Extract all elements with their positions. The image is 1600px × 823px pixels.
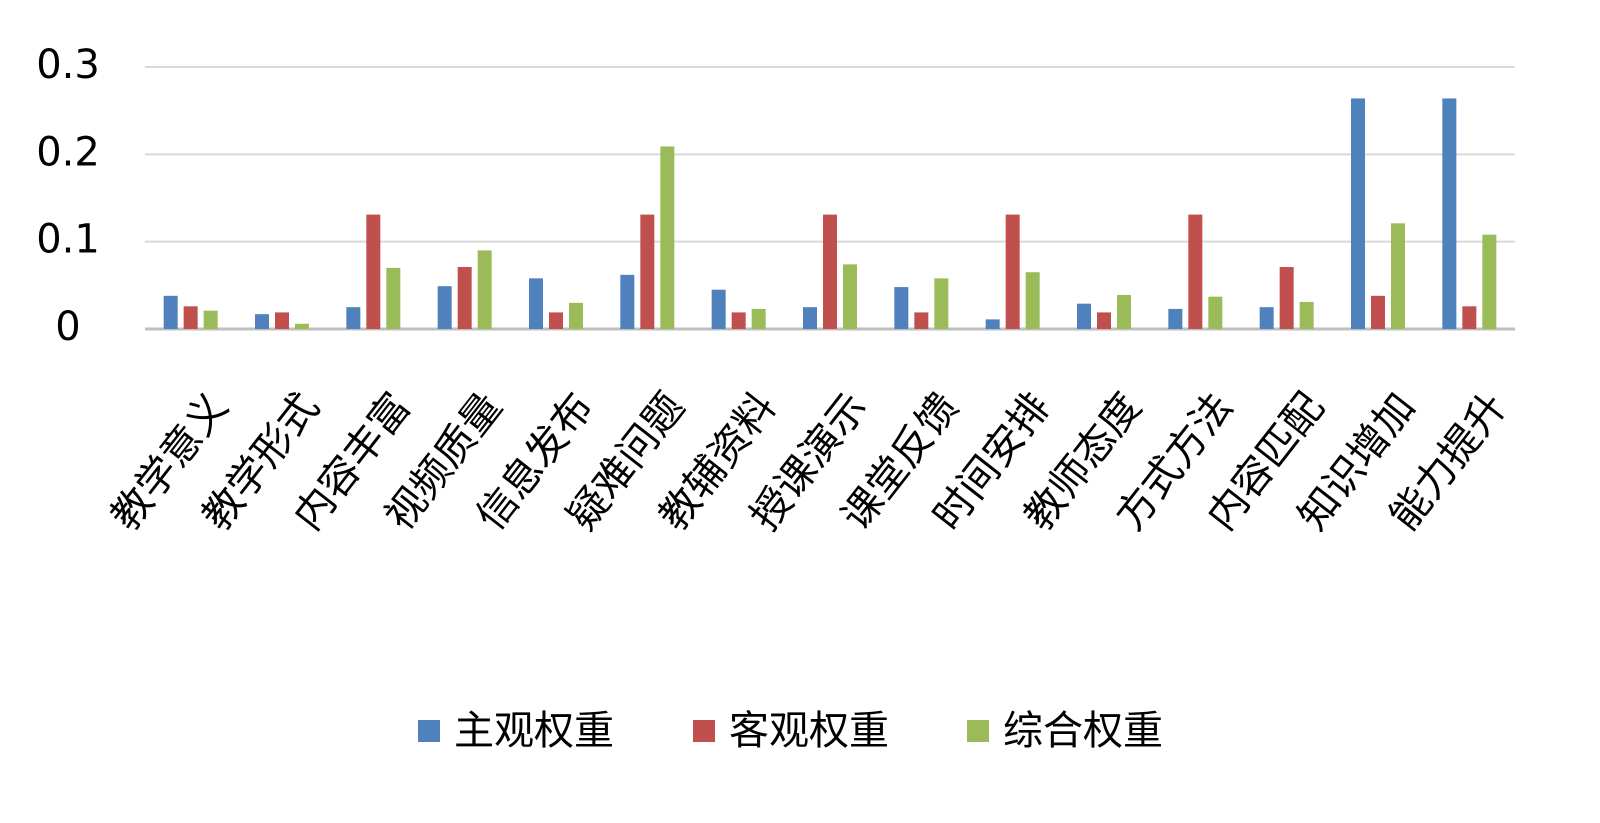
bar	[457, 266, 472, 329]
bar	[295, 323, 309, 329]
bar	[1351, 98, 1365, 329]
bar	[346, 307, 361, 329]
bar	[183, 306, 198, 329]
bar	[1482, 234, 1497, 329]
y-tick-label: 0.3	[36, 42, 100, 88]
bar	[529, 278, 543, 329]
bar	[275, 312, 289, 329]
bar	[203, 310, 218, 329]
bar	[255, 314, 269, 329]
bar	[751, 308, 766, 329]
bar	[1025, 272, 1040, 329]
bar	[843, 264, 857, 329]
bar	[640, 214, 655, 329]
bar	[1077, 303, 1091, 329]
bar	[163, 295, 178, 329]
bar	[437, 286, 452, 329]
bar	[1117, 294, 1131, 329]
bar	[914, 312, 929, 329]
bar	[894, 287, 909, 329]
legend-swatch	[967, 720, 989, 742]
bar	[1442, 98, 1457, 329]
bar	[1371, 295, 1385, 329]
bar	[1279, 266, 1294, 329]
legend-label: 主观权重	[454, 708, 614, 754]
y-tick-label: 0	[55, 304, 80, 350]
bar	[731, 312, 746, 329]
legend-label: 客观权重	[729, 708, 889, 754]
bar	[386, 267, 401, 329]
bar	[1005, 214, 1020, 329]
bar	[366, 214, 381, 329]
y-tick-label: 0.1	[36, 217, 100, 263]
bar	[660, 146, 675, 329]
bar	[620, 274, 635, 329]
bar	[1259, 307, 1274, 329]
bar	[549, 312, 563, 329]
legend-label: 综合权重	[1003, 708, 1163, 754]
bar	[1299, 301, 1314, 329]
bar	[711, 289, 726, 329]
bar	[985, 319, 1000, 329]
bar	[823, 214, 837, 329]
y-tick-label: 0.2	[36, 129, 100, 175]
bar	[1208, 296, 1223, 329]
bar	[477, 250, 492, 329]
bar	[1391, 223, 1405, 329]
bar	[934, 278, 949, 329]
bar	[1188, 214, 1203, 329]
legend-swatch	[418, 720, 440, 742]
bar	[569, 302, 583, 329]
bar	[1097, 312, 1111, 329]
bar	[1462, 306, 1477, 329]
bar	[803, 307, 817, 329]
bar	[1168, 308, 1183, 329]
legend-swatch	[693, 720, 715, 742]
